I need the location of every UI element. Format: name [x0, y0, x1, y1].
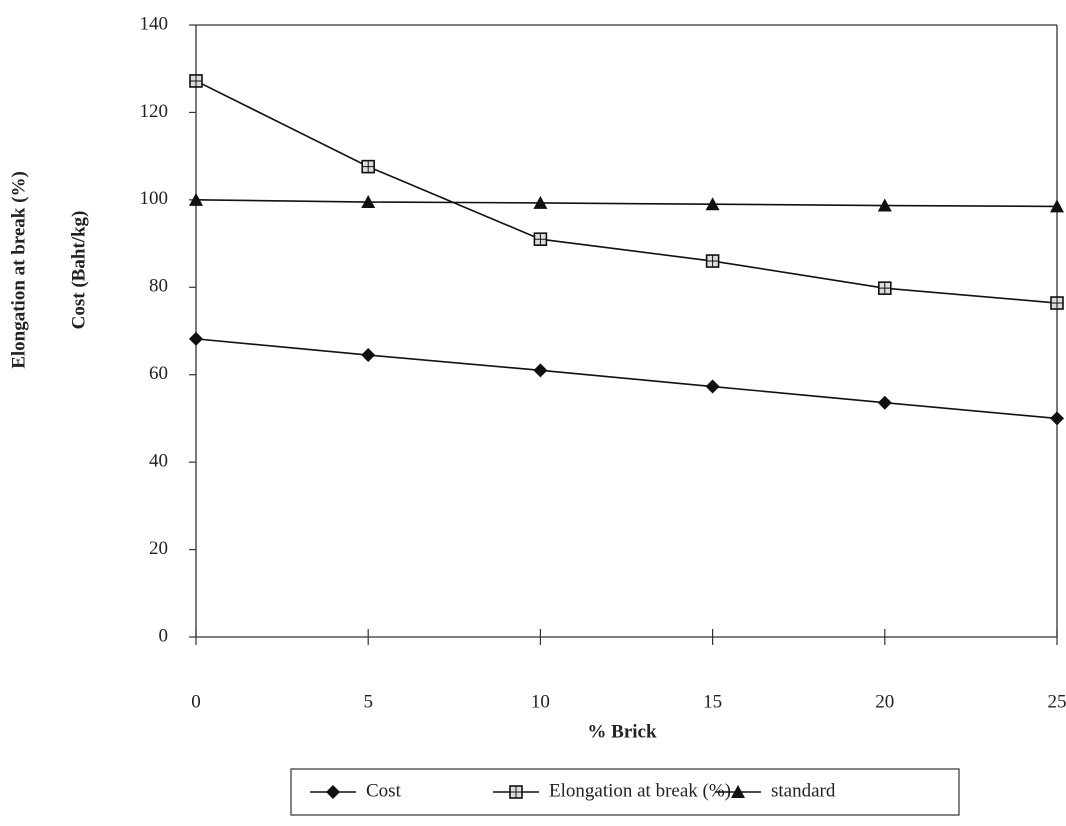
x-tick-label: 15	[703, 691, 722, 712]
series-line	[196, 200, 1057, 207]
diamond-marker	[1050, 411, 1064, 425]
diamond-marker	[706, 380, 720, 394]
x-tick-label: 25	[1048, 691, 1066, 712]
y-tick-label: 80	[149, 276, 168, 297]
diamond-marker	[189, 332, 203, 346]
y-tick-label: 0	[159, 625, 169, 646]
x-tick-label: 10	[531, 691, 550, 712]
diamond-marker	[878, 396, 892, 410]
legend-label: standard	[771, 780, 836, 801]
y-tick-label: 20	[149, 538, 168, 559]
y-tick-label: 100	[140, 188, 169, 209]
chart: Elongation at break (%) Cost (Baht/kg) %…	[0, 0, 1066, 826]
diamond-marker	[361, 348, 375, 362]
y-axis-title: Elongation at break (%)	[8, 171, 29, 369]
legend-label: Cost	[366, 780, 402, 801]
series-line	[196, 81, 1057, 303]
y-tick-label: 60	[149, 363, 168, 384]
x-tick-label: 20	[875, 691, 894, 712]
x-axis-title: % Brick	[587, 721, 657, 742]
x-tick-label: 0	[191, 691, 201, 712]
y-tick-label: 40	[149, 451, 168, 472]
diamond-marker	[326, 785, 340, 799]
x-tick-label: 5	[363, 691, 373, 712]
series-line	[196, 339, 1057, 419]
y-tick-label: 140	[140, 13, 169, 34]
legend-label: Elongation at break (%)	[549, 780, 731, 801]
diamond-marker	[533, 363, 547, 377]
y-tick-label: 120	[140, 101, 169, 122]
y-axis-title: Cost (Baht/kg)	[68, 211, 89, 330]
